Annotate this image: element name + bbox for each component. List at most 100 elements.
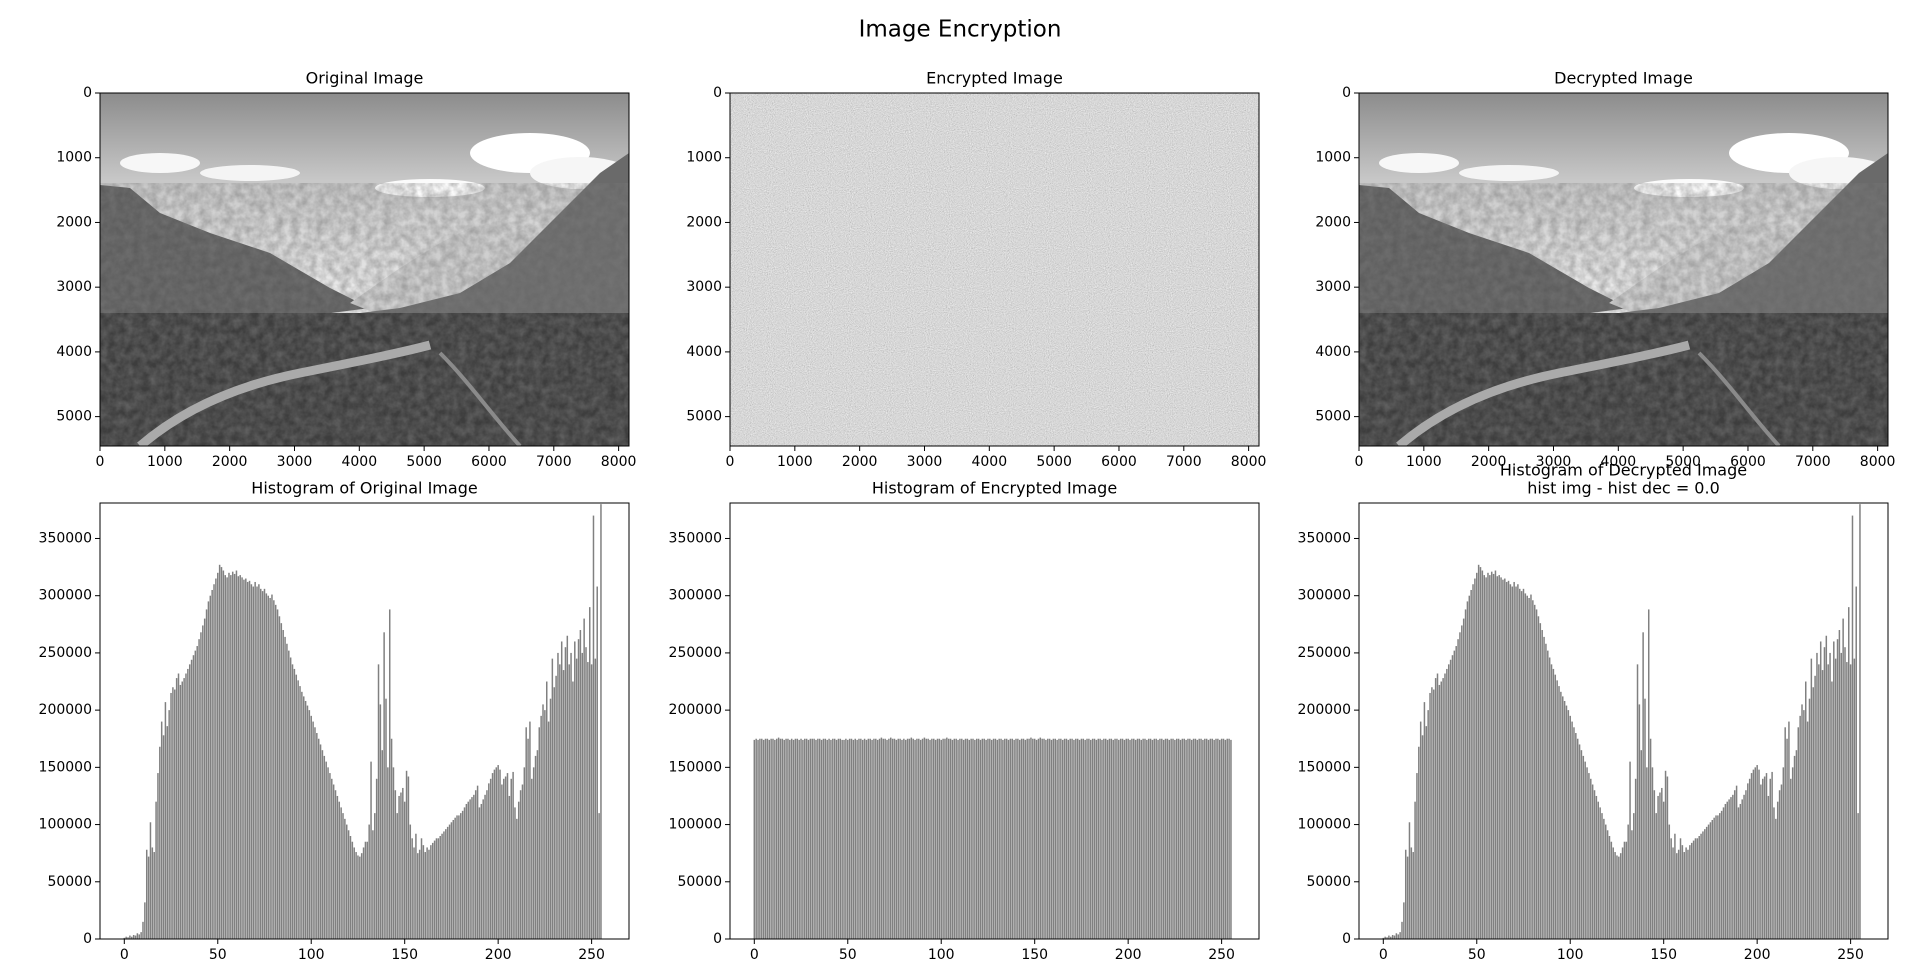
bar <box>1619 853 1622 939</box>
bar <box>344 818 346 939</box>
bar <box>540 715 542 939</box>
bar <box>1213 739 1215 939</box>
y-tick-label: 4000 <box>686 344 722 360</box>
bar <box>1048 738 1051 939</box>
bar <box>1687 849 1689 939</box>
bar <box>301 691 303 939</box>
bar <box>1647 609 1650 939</box>
bar <box>1410 847 1413 939</box>
bar <box>484 794 486 939</box>
bar <box>807 739 810 939</box>
y-tick-label: 0 <box>713 85 722 101</box>
bar <box>458 815 460 939</box>
y-tick-label: 150000 <box>669 759 722 775</box>
bar <box>755 738 757 939</box>
bar <box>463 807 466 939</box>
bar <box>224 575 226 939</box>
bar <box>1200 738 1202 939</box>
bar <box>1444 673 1446 939</box>
bar <box>409 824 412 939</box>
y-tick-label: 100000 <box>669 817 722 833</box>
bar <box>211 589 213 939</box>
bar <box>153 852 155 939</box>
bar <box>407 776 410 939</box>
bar <box>987 738 989 939</box>
bar <box>1397 934 1400 939</box>
bar <box>1642 632 1644 939</box>
bar <box>1747 783 1749 939</box>
x-tick-label: 2000 <box>1471 454 1507 470</box>
bar <box>488 783 490 939</box>
bar <box>387 767 389 939</box>
bar <box>332 784 335 939</box>
bar <box>1614 852 1616 939</box>
bar <box>587 662 589 939</box>
bar <box>260 588 262 939</box>
bar <box>1829 652 1831 939</box>
bar <box>299 686 301 939</box>
bar <box>592 515 595 939</box>
x-tick-label: 0 <box>120 947 129 963</box>
y-tick-label: 3000 <box>1315 279 1351 295</box>
bar <box>1507 580 1510 939</box>
bar <box>1086 738 1088 939</box>
bar <box>544 710 546 939</box>
bar <box>1489 575 1491 939</box>
bar <box>1007 739 1010 939</box>
x-tick-label: 200 <box>485 947 512 963</box>
bar <box>1756 765 1758 939</box>
bar <box>338 801 341 939</box>
bar <box>345 824 348 939</box>
y-tick-label: 3000 <box>56 279 92 295</box>
bar <box>1827 664 1829 939</box>
bar <box>127 937 129 939</box>
bar <box>1784 727 1786 939</box>
bar <box>1125 738 1128 939</box>
bar <box>1466 601 1469 939</box>
bar <box>1401 921 1403 939</box>
bar <box>919 739 922 939</box>
bar <box>175 678 178 939</box>
bar <box>278 616 281 939</box>
bar <box>1474 578 1476 939</box>
bar <box>1496 576 1499 939</box>
x-tick-label: 1000 <box>1406 454 1442 470</box>
bar <box>762 739 765 939</box>
bar <box>1146 739 1148 939</box>
bar <box>531 778 533 939</box>
bar <box>519 790 522 939</box>
bar <box>1416 773 1418 939</box>
bar <box>1470 589 1472 939</box>
bar <box>433 840 436 939</box>
bar <box>1597 801 1600 939</box>
bar <box>446 826 449 939</box>
axes-frame <box>729 502 1260 940</box>
bar <box>1810 658 1813 939</box>
figure-title: Image Encryption <box>859 17 1062 43</box>
bar <box>845 738 847 939</box>
bar <box>1412 852 1414 939</box>
x-tick-label: 4000 <box>971 454 1007 470</box>
bar <box>1739 803 1742 939</box>
bar <box>833 738 836 939</box>
bar <box>1406 856 1409 939</box>
bar <box>1172 738 1174 939</box>
bar <box>790 738 793 939</box>
bar <box>979 739 982 939</box>
bar <box>854 738 856 939</box>
bar <box>181 681 183 939</box>
bar <box>1427 710 1429 939</box>
bar <box>1558 686 1560 939</box>
bar <box>1073 739 1075 939</box>
bar <box>1395 933 1398 939</box>
bar <box>138 934 141 939</box>
bar <box>1190 739 1193 939</box>
bar <box>360 853 363 939</box>
bar <box>183 678 185 939</box>
bar <box>1005 738 1008 939</box>
bar <box>867 738 870 939</box>
bar <box>562 670 565 939</box>
bar <box>858 738 860 939</box>
bar <box>1067 739 1070 939</box>
y-tick-label: 50000 <box>1306 874 1351 890</box>
